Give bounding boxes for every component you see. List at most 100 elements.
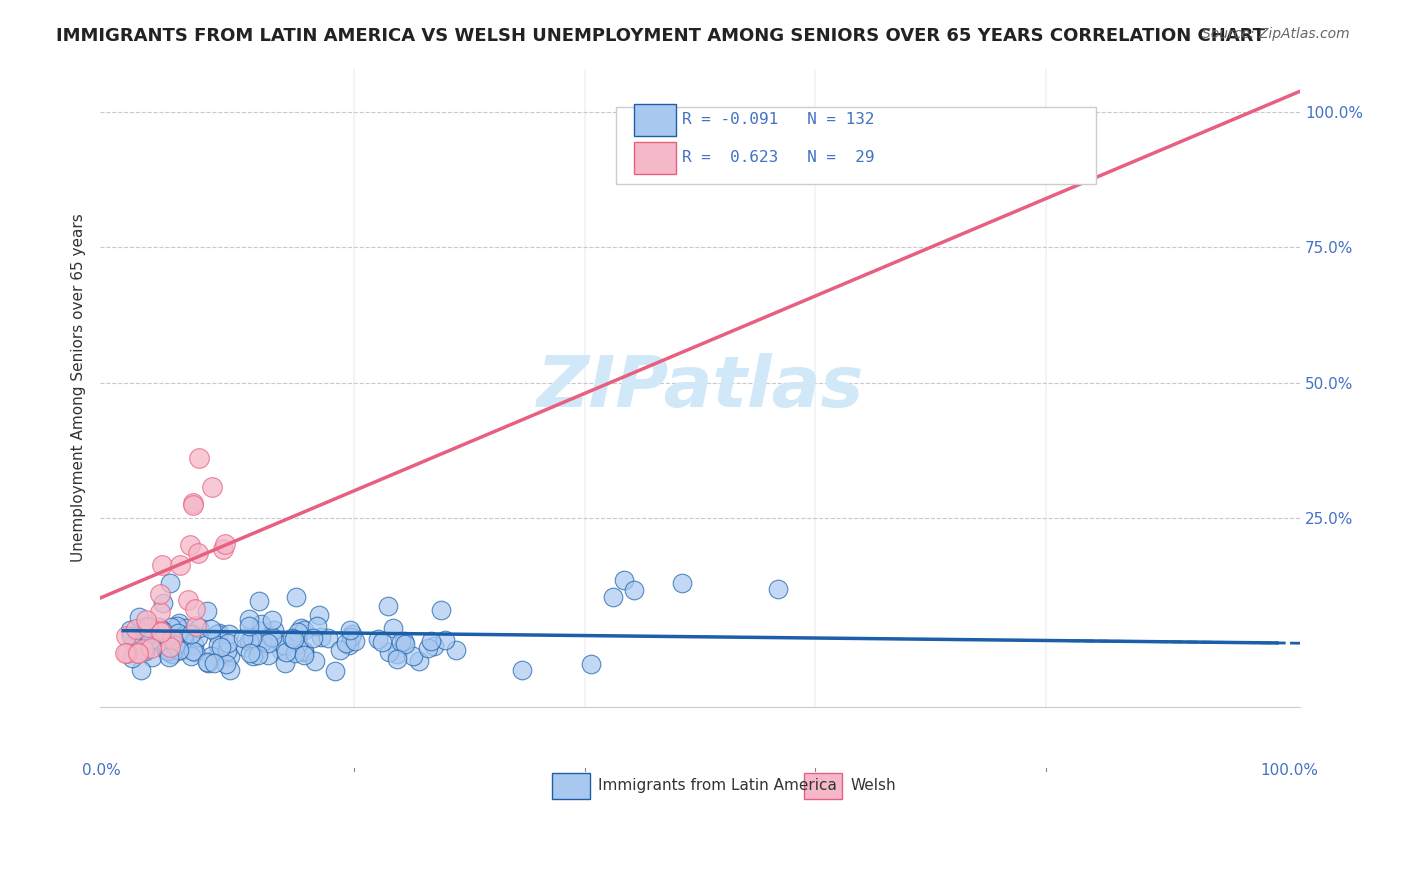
Point xyxy=(127,646,149,660)
Point xyxy=(150,623,173,637)
Point xyxy=(263,623,285,637)
Point xyxy=(157,644,180,658)
Point xyxy=(294,648,316,662)
Point xyxy=(202,656,225,670)
Point xyxy=(260,613,283,627)
Point xyxy=(218,663,240,677)
Point xyxy=(287,637,309,651)
Point xyxy=(166,619,188,633)
Text: R = -0.091   N = 132: R = -0.091 N = 132 xyxy=(682,112,875,128)
Point xyxy=(422,639,444,653)
Point xyxy=(339,624,361,638)
FancyBboxPatch shape xyxy=(634,142,676,174)
FancyBboxPatch shape xyxy=(553,772,589,798)
Point xyxy=(148,623,170,637)
Point xyxy=(273,638,295,652)
Point xyxy=(165,638,187,652)
Point xyxy=(579,657,602,672)
Point xyxy=(340,630,363,644)
Point xyxy=(115,629,138,643)
Point xyxy=(167,615,190,630)
Point xyxy=(129,633,152,648)
Point xyxy=(214,657,236,671)
Text: Welsh: Welsh xyxy=(851,778,896,793)
Point xyxy=(139,632,162,647)
Point xyxy=(117,646,139,660)
Point xyxy=(184,645,207,659)
Point xyxy=(250,624,273,639)
Point xyxy=(602,590,624,604)
Point xyxy=(152,596,174,610)
Point xyxy=(139,627,162,641)
Point xyxy=(257,648,280,662)
Point xyxy=(284,646,307,660)
Point xyxy=(180,626,202,640)
Point xyxy=(385,652,408,666)
Point xyxy=(256,636,278,650)
Point xyxy=(159,576,181,591)
Point xyxy=(238,612,260,626)
Point xyxy=(160,648,183,662)
Point xyxy=(284,591,307,605)
Point xyxy=(242,648,264,663)
Point xyxy=(129,663,152,677)
Point xyxy=(402,648,425,663)
Point xyxy=(623,582,645,597)
Point xyxy=(239,647,262,661)
Point xyxy=(184,619,207,633)
Point xyxy=(207,638,229,652)
Point xyxy=(150,624,173,639)
Point xyxy=(139,641,162,656)
Point xyxy=(280,631,302,645)
Point xyxy=(671,576,693,591)
Point xyxy=(259,629,281,643)
Text: ZIPatlas: ZIPatlas xyxy=(536,353,863,423)
Point xyxy=(214,536,236,550)
Point xyxy=(188,451,211,466)
Point xyxy=(292,644,315,658)
Point xyxy=(184,601,207,615)
Point xyxy=(418,641,440,656)
Point xyxy=(218,649,240,664)
Point xyxy=(337,638,360,652)
Point xyxy=(211,541,233,556)
Point xyxy=(247,648,270,662)
Point xyxy=(335,636,357,650)
Point xyxy=(250,616,273,631)
Point xyxy=(124,622,146,636)
Point xyxy=(173,631,195,645)
Point xyxy=(205,626,228,640)
Point xyxy=(170,630,193,644)
Text: 100.0%: 100.0% xyxy=(1260,763,1317,778)
Point xyxy=(408,654,430,668)
Point xyxy=(304,654,326,668)
Point xyxy=(148,620,170,634)
Point xyxy=(325,665,347,679)
Point xyxy=(290,622,312,636)
Point xyxy=(200,622,222,636)
Point xyxy=(316,631,339,645)
Point xyxy=(120,623,142,637)
Point xyxy=(149,605,172,619)
Point xyxy=(292,624,315,638)
Point xyxy=(394,637,416,651)
FancyBboxPatch shape xyxy=(804,772,842,798)
Point xyxy=(135,613,157,627)
Point xyxy=(307,619,329,633)
Point xyxy=(274,645,297,659)
Point xyxy=(371,634,394,648)
Point xyxy=(209,640,232,654)
Point xyxy=(340,627,363,641)
Point xyxy=(160,620,183,634)
Point xyxy=(132,642,155,657)
Point xyxy=(260,630,283,644)
Point xyxy=(343,634,366,648)
Point xyxy=(121,651,143,665)
Point xyxy=(183,496,205,510)
Point xyxy=(242,632,264,646)
Point xyxy=(377,645,399,659)
Point xyxy=(183,639,205,653)
Point xyxy=(174,621,197,635)
Point xyxy=(127,646,149,660)
Point xyxy=(149,586,172,600)
